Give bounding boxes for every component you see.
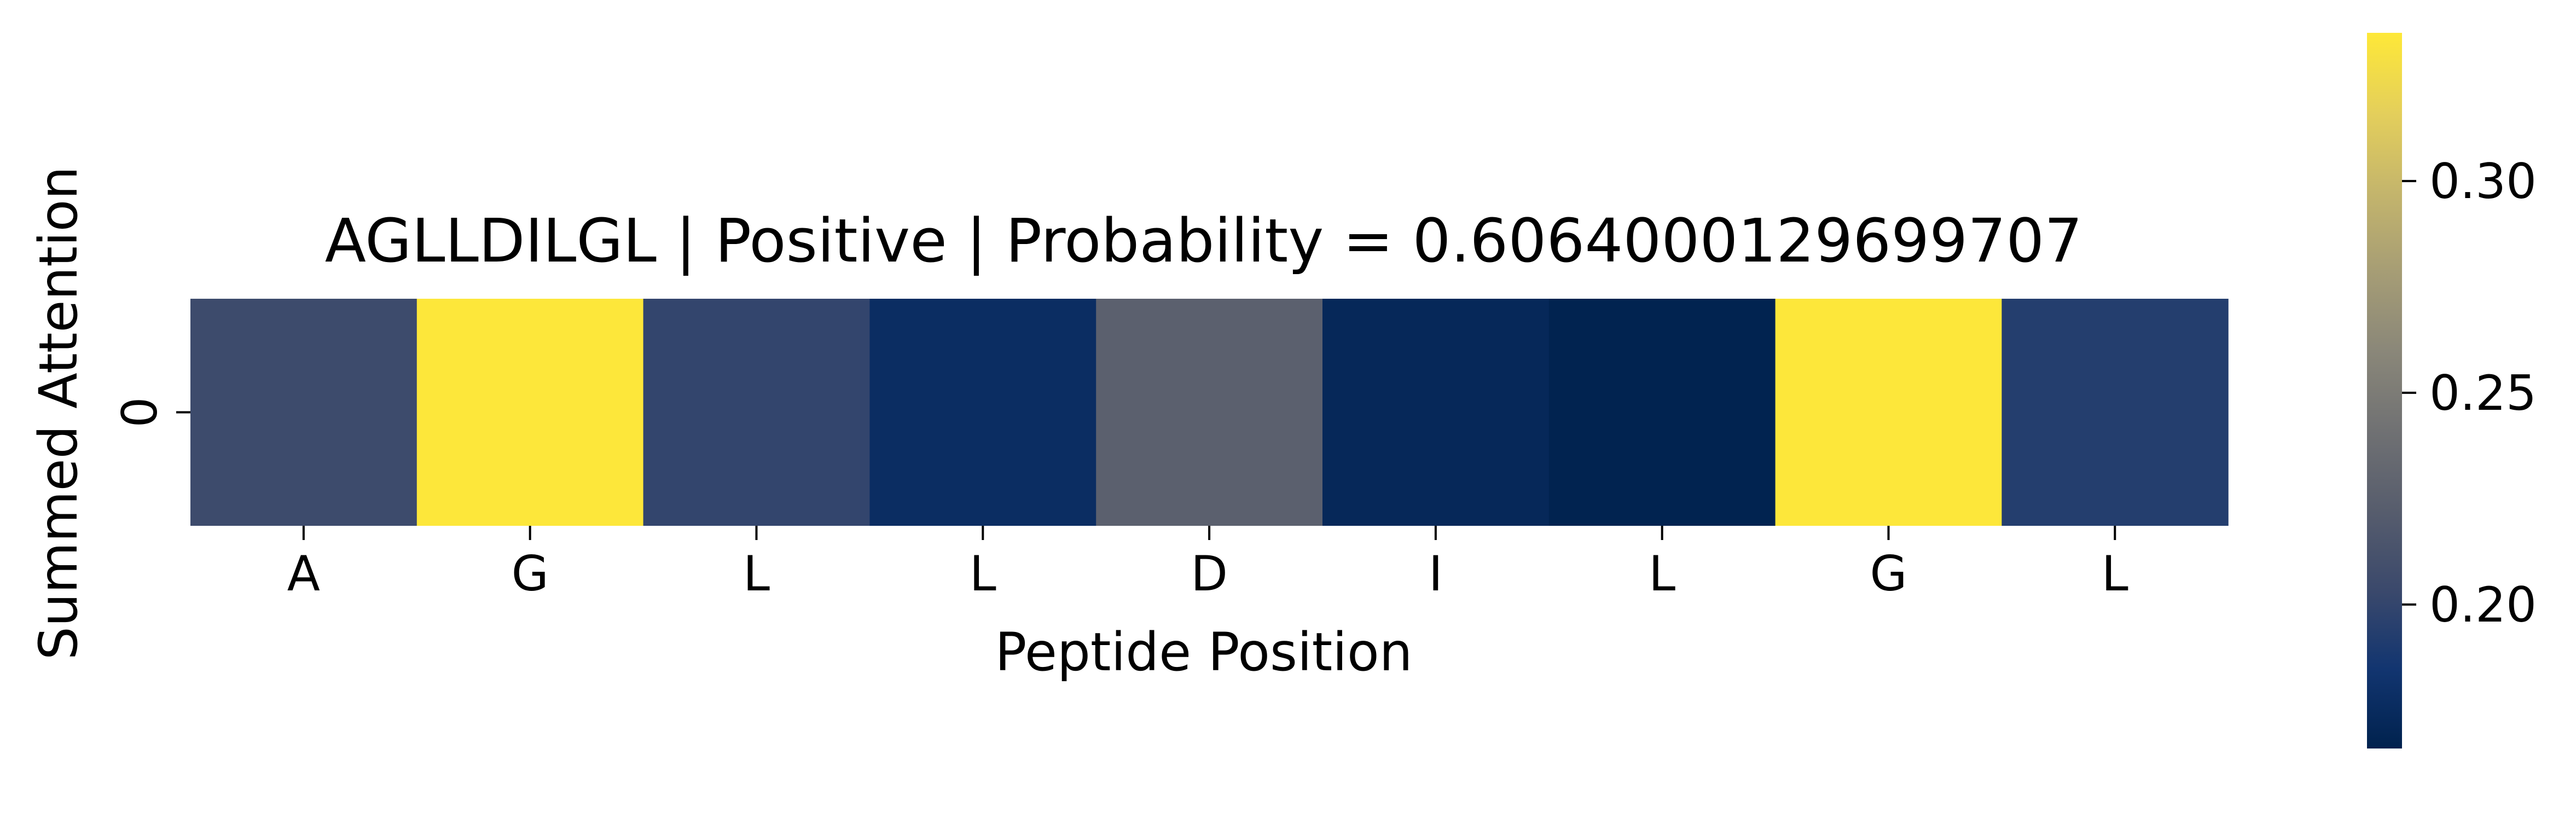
x-tick-label: G: [1870, 546, 1907, 602]
x-tick-label: L: [743, 546, 770, 602]
heatmap-cell: [1548, 299, 1776, 526]
x-tick-label: A: [287, 546, 320, 602]
x-tick-label: D: [1191, 546, 1228, 602]
x-tick-label: L: [2102, 546, 2128, 602]
colorbar: [2367, 33, 2402, 748]
chart-title: AGLLDILGL | Positive | Probability = 0.6…: [325, 206, 2082, 276]
x-tick-label: G: [512, 546, 549, 602]
heatmap-cell: [869, 299, 1096, 526]
heatmap-cells: [190, 299, 2229, 526]
heatmap-cell: [1322, 299, 1550, 526]
y-tick-label: 0: [112, 397, 168, 428]
x-tick-label: L: [970, 546, 996, 602]
colorbar-tick-label: 0.25: [2429, 365, 2537, 421]
heatmap-cell: [416, 299, 644, 526]
heatmap-cell: [643, 299, 870, 526]
colorbar-tick-label: 0.20: [2429, 577, 2537, 633]
y-axis-ticks: 0: [112, 397, 190, 428]
y-axis-label: Summed Attention: [28, 166, 89, 660]
colorbar-tick-label: 0.30: [2429, 153, 2537, 210]
x-tick-label: L: [1649, 546, 1675, 602]
x-axis-label: Peptide Position: [995, 622, 1412, 683]
colorbar-ticks: 0.30 0.25 0.20: [2402, 153, 2537, 633]
heatmap-cell: [1096, 299, 1323, 526]
heatmap-cell: [1775, 299, 2002, 526]
x-tick-label: I: [1429, 546, 1443, 602]
heatmap-cell: [2001, 299, 2229, 526]
heatmap-cell: [190, 299, 417, 526]
